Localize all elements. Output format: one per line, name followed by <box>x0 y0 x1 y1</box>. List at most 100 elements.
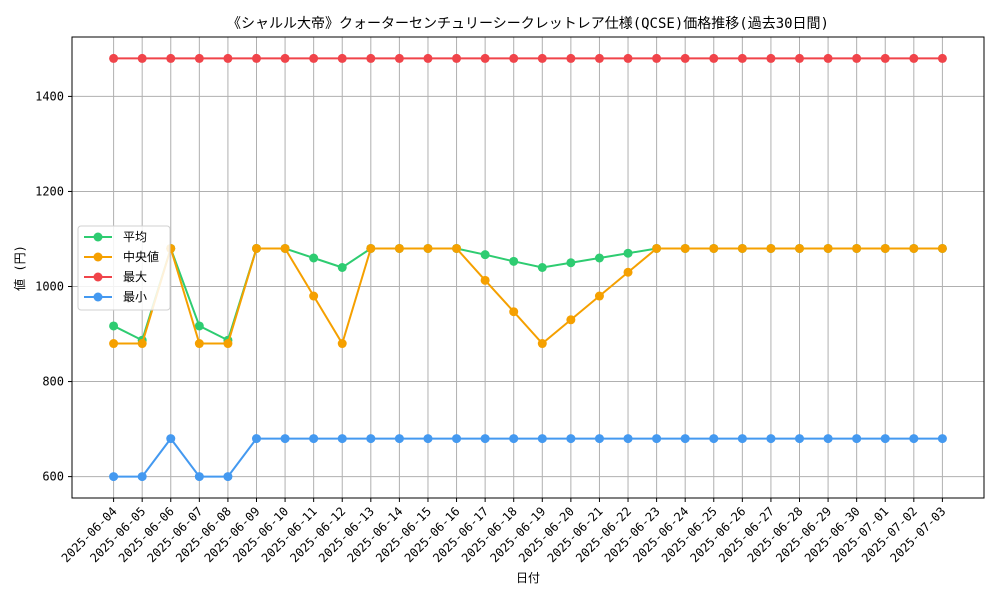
data-point <box>509 256 519 266</box>
data-point <box>337 434 347 444</box>
data-point <box>452 434 462 444</box>
data-point <box>394 434 404 444</box>
data-point <box>194 339 204 349</box>
data-point <box>880 53 890 63</box>
data-point <box>623 434 633 444</box>
data-point <box>223 339 233 349</box>
data-point <box>309 253 319 263</box>
data-point <box>709 243 719 253</box>
data-point <box>623 267 633 277</box>
data-point <box>652 434 662 444</box>
data-point <box>509 307 519 317</box>
data-point <box>823 53 833 63</box>
y-tick-label: 1200 <box>35 184 64 198</box>
data-point <box>394 53 404 63</box>
data-point <box>280 53 290 63</box>
data-point <box>194 321 204 331</box>
data-point <box>509 434 519 444</box>
series-3 <box>109 434 947 482</box>
data-point <box>709 53 719 63</box>
data-point <box>566 53 576 63</box>
data-point <box>366 53 376 63</box>
legend-marker <box>93 292 103 302</box>
data-point <box>880 434 890 444</box>
series-line <box>113 436 943 478</box>
data-point <box>366 243 376 253</box>
y-tick-label: 600 <box>42 470 64 484</box>
data-point <box>366 434 376 444</box>
series-line <box>113 245 943 346</box>
legend-box <box>77 225 171 311</box>
data-point <box>280 434 290 444</box>
data-point <box>251 53 261 63</box>
data-point <box>452 53 462 63</box>
data-point <box>623 248 633 258</box>
x-axis: 2025-06-042025-06-052025-06-062025-06-07… <box>59 498 949 565</box>
y-axis: 600 800 1000 1200 1400 <box>35 89 72 484</box>
data-point <box>709 434 719 444</box>
data-point <box>852 243 862 253</box>
data-point <box>537 434 547 444</box>
data-point <box>680 243 690 253</box>
data-point <box>137 339 147 349</box>
data-point <box>795 243 805 253</box>
legend-label: 最小 <box>123 290 147 304</box>
data-point <box>337 339 347 349</box>
data-point <box>337 53 347 63</box>
legend-label: 最大 <box>123 270 147 284</box>
plot-area <box>72 37 984 498</box>
data-point <box>766 434 776 444</box>
data-point <box>623 53 633 63</box>
data-point <box>337 263 347 272</box>
x-axis-label: 日付 <box>516 571 540 585</box>
chart-title: 《シャルル大帝》クォーターセンチュリーシークレットレア仕様(QCSE)価格推移(… <box>227 16 829 32</box>
data-point <box>109 53 119 63</box>
legend-marker <box>93 232 103 242</box>
data-point <box>566 434 576 444</box>
plot-frame <box>71 36 985 499</box>
data-point <box>480 53 490 63</box>
data-point <box>109 339 119 349</box>
data-point <box>537 263 547 272</box>
y-tick-label: 1400 <box>35 89 64 103</box>
data-point <box>880 243 890 253</box>
data-point <box>423 434 433 444</box>
data-point <box>737 243 747 253</box>
data-point <box>223 53 233 63</box>
data-point <box>194 472 204 482</box>
data-point <box>194 53 204 63</box>
data-point <box>909 243 919 253</box>
data-point <box>537 53 547 63</box>
data-point <box>251 434 261 444</box>
data-point <box>594 253 604 263</box>
legend-marker <box>93 252 103 262</box>
data-point <box>852 53 862 63</box>
data-point <box>309 291 319 301</box>
data-point <box>166 53 176 63</box>
data-point <box>766 243 776 253</box>
series-layer <box>109 53 947 482</box>
data-point <box>394 243 404 253</box>
data-point <box>566 258 576 268</box>
data-point <box>680 53 690 63</box>
data-point <box>109 321 119 331</box>
legend-label: 平均 <box>123 230 147 244</box>
data-point <box>909 53 919 63</box>
data-point <box>509 53 519 63</box>
data-point <box>480 434 490 444</box>
data-point <box>109 472 119 482</box>
data-point <box>166 434 176 444</box>
data-point <box>737 53 747 63</box>
data-point <box>137 53 147 63</box>
series-2 <box>109 53 947 63</box>
data-point <box>480 275 490 285</box>
data-point <box>594 53 604 63</box>
data-point <box>766 53 776 63</box>
data-point <box>823 434 833 444</box>
data-point <box>537 339 547 349</box>
legend-marker <box>93 272 103 282</box>
data-point <box>137 472 147 482</box>
data-point <box>852 434 862 444</box>
